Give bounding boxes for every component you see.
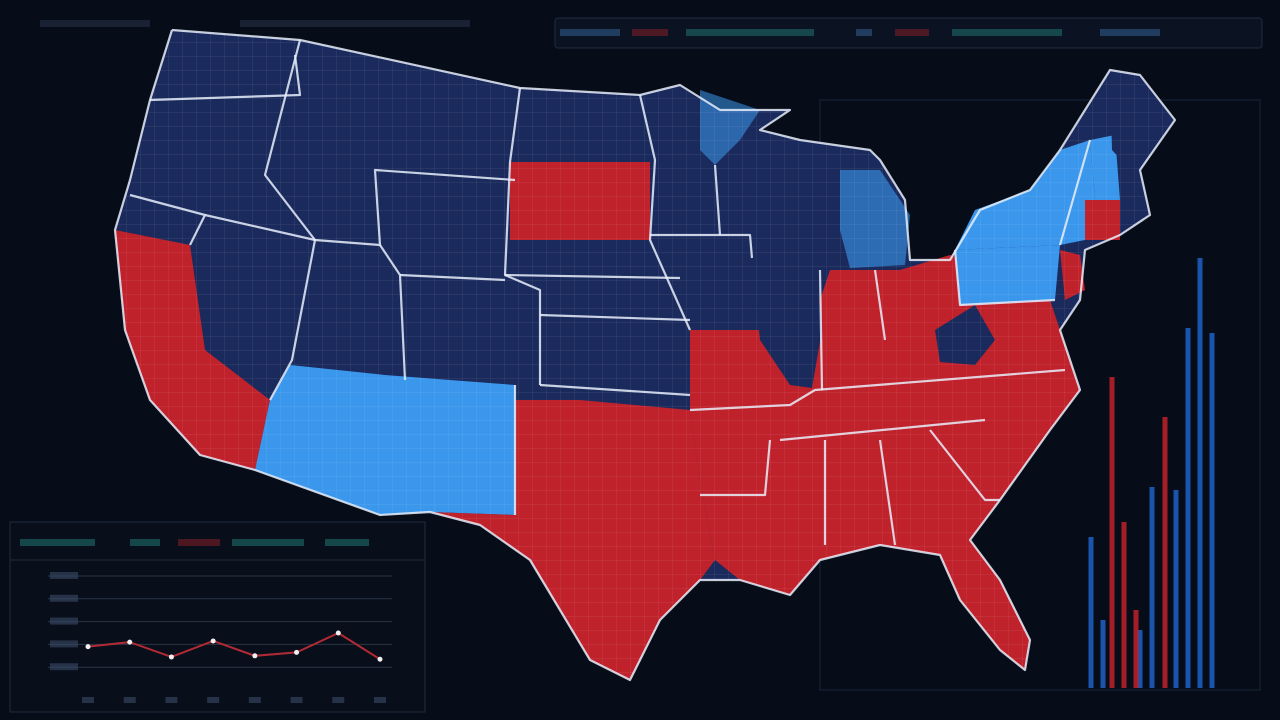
border bbox=[929, 429, 1000, 502]
border bbox=[1058, 139, 1092, 246]
bar bbox=[1162, 417, 1168, 688]
bar-mark bbox=[178, 539, 220, 546]
x-label-mark bbox=[374, 697, 386, 703]
tick-label-mark bbox=[50, 594, 78, 602]
county-texture bbox=[115, 30, 1175, 680]
bar-mark bbox=[20, 539, 95, 546]
x-label-mark bbox=[332, 697, 345, 703]
border bbox=[638, 94, 692, 331]
border bbox=[504, 273, 681, 280]
line bbox=[87, 631, 381, 661]
bar bbox=[1149, 487, 1155, 688]
point bbox=[377, 656, 383, 662]
top-bar-marks bbox=[560, 29, 1160, 36]
border bbox=[539, 313, 691, 322]
x-label-mark bbox=[248, 697, 261, 703]
line-chart bbox=[48, 572, 392, 703]
bar bbox=[1133, 610, 1139, 688]
bar-mark bbox=[952, 29, 1062, 36]
bar-mark bbox=[856, 29, 872, 36]
x-label-mark bbox=[165, 697, 178, 703]
bar bbox=[1100, 620, 1106, 688]
bar-mark bbox=[232, 539, 304, 546]
bar bbox=[1185, 328, 1191, 688]
bar-mark bbox=[560, 29, 620, 36]
border bbox=[650, 233, 754, 259]
us-map bbox=[113, 28, 1177, 682]
line-panel bbox=[9, 521, 426, 713]
border bbox=[204, 213, 317, 401]
bar bbox=[1109, 377, 1115, 688]
border bbox=[263, 39, 516, 247]
point bbox=[168, 654, 174, 660]
point bbox=[335, 630, 341, 636]
tick-label-mark bbox=[50, 617, 78, 625]
border bbox=[953, 249, 1056, 307]
border bbox=[700, 439, 772, 497]
bar bbox=[1137, 630, 1143, 688]
tick-label-mark bbox=[50, 663, 78, 671]
x-label-mark bbox=[207, 697, 220, 703]
bar-mark bbox=[40, 20, 150, 27]
border bbox=[779, 418, 986, 442]
point bbox=[294, 649, 300, 655]
bar-mark bbox=[632, 29, 668, 36]
panel-header-marks bbox=[20, 539, 369, 546]
x-label-mark bbox=[290, 697, 303, 703]
border bbox=[818, 269, 824, 391]
bar-mark bbox=[325, 539, 369, 546]
border bbox=[539, 383, 691, 397]
point bbox=[210, 638, 216, 644]
bar-mark bbox=[895, 29, 929, 36]
bar-mark bbox=[130, 539, 160, 546]
border bbox=[399, 273, 506, 282]
tick-label-mark bbox=[50, 572, 78, 579]
border bbox=[878, 439, 897, 546]
top-left-marks bbox=[40, 20, 470, 27]
point bbox=[85, 644, 91, 650]
bar bbox=[1209, 333, 1215, 688]
border bbox=[689, 368, 1066, 412]
bar bbox=[1121, 522, 1127, 688]
x-label-mark bbox=[123, 697, 136, 703]
bar-chart bbox=[1088, 258, 1215, 688]
x-label-mark bbox=[82, 697, 94, 703]
point bbox=[127, 639, 133, 645]
tick-label-mark bbox=[50, 640, 78, 648]
bar-mark bbox=[1100, 29, 1160, 36]
bar-mark bbox=[240, 20, 470, 27]
point bbox=[252, 653, 258, 659]
bar bbox=[1173, 490, 1179, 688]
border bbox=[873, 269, 887, 341]
bar-mark bbox=[686, 29, 814, 36]
bar bbox=[1197, 258, 1203, 688]
border bbox=[713, 164, 722, 236]
bar bbox=[1088, 537, 1094, 688]
border bbox=[149, 54, 302, 102]
state-borders bbox=[113, 28, 1177, 682]
